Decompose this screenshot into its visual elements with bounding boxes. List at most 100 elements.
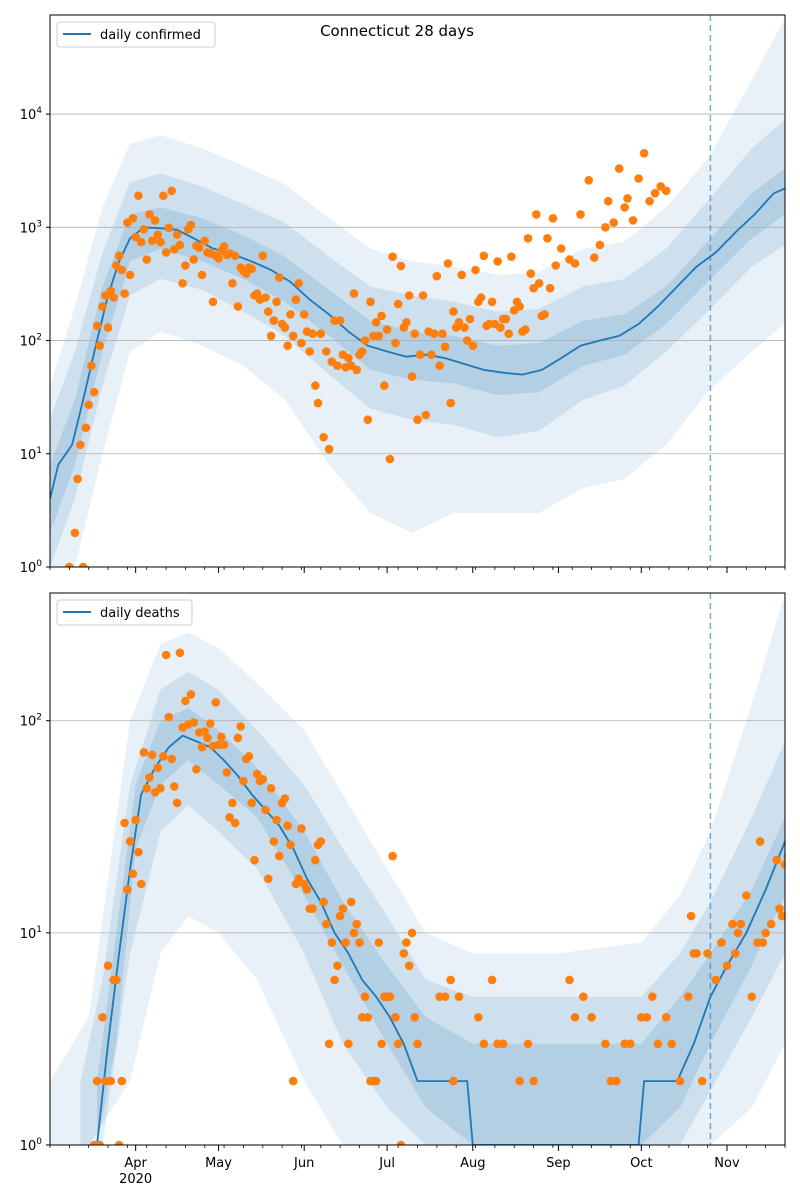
y-tick-base: 10	[20, 561, 37, 576]
data-point	[197, 270, 207, 280]
legend: daily deaths	[56, 599, 193, 626]
data-point	[393, 1039, 403, 1049]
x-tick-label: Jun	[293, 1156, 314, 1171]
data-point	[612, 1076, 621, 1086]
data-point	[236, 722, 245, 731]
data-point	[545, 283, 555, 293]
data-point	[407, 372, 417, 381]
y-tick-exponent: 1	[36, 446, 42, 456]
data-point	[172, 230, 182, 239]
data-point	[471, 265, 480, 275]
data-point	[352, 919, 362, 929]
data-point	[515, 302, 524, 311]
data-point	[291, 295, 301, 304]
data-point	[529, 1076, 538, 1086]
data-point	[703, 949, 712, 958]
data-point	[92, 1076, 102, 1086]
data-point	[261, 805, 270, 815]
data-point	[258, 251, 268, 261]
data-point	[150, 216, 160, 225]
data-point	[457, 270, 467, 280]
data-point	[76, 440, 85, 450]
data-point	[214, 254, 223, 263]
data-point	[230, 251, 240, 261]
data-point	[225, 813, 234, 822]
data-point	[468, 341, 478, 351]
median-line	[50, 187, 785, 500]
data-point	[402, 938, 411, 947]
data-point	[103, 323, 113, 332]
data-point	[286, 840, 295, 850]
data-point	[454, 992, 464, 1001]
data-point	[197, 742, 207, 752]
data-point	[322, 919, 331, 929]
data-point	[413, 415, 422, 425]
data-point	[642, 1013, 652, 1022]
data-point	[380, 381, 389, 390]
data-point	[233, 733, 243, 743]
legend-box	[56, 599, 193, 626]
data-point	[601, 223, 610, 232]
data-point	[432, 271, 442, 281]
data-point	[319, 432, 328, 442]
data-point	[521, 325, 530, 334]
data-point	[84, 400, 93, 410]
data-point	[523, 1039, 533, 1049]
data-point	[134, 847, 143, 857]
data-point	[330, 975, 339, 985]
data-point	[159, 191, 168, 200]
data-point	[357, 347, 367, 356]
data-point	[465, 314, 475, 324]
data-point	[112, 975, 121, 985]
data-point	[388, 252, 397, 261]
data-point	[775, 904, 784, 913]
y-tick-base: 10	[20, 221, 37, 236]
data-point	[446, 398, 456, 408]
data-point	[731, 949, 740, 958]
data-point	[675, 1076, 685, 1086]
data-point	[200, 236, 209, 246]
data-point	[164, 223, 174, 233]
data-point	[294, 279, 304, 288]
data-point	[125, 270, 135, 280]
data-point	[308, 904, 317, 913]
data-point	[280, 323, 290, 332]
data-point	[217, 732, 226, 742]
data-point	[377, 311, 386, 321]
data-point	[299, 310, 309, 319]
data-point	[156, 784, 165, 793]
data-point	[153, 763, 163, 773]
data-point	[109, 293, 118, 302]
data-point	[421, 410, 431, 420]
data-point	[106, 286, 116, 296]
data-point	[777, 911, 785, 921]
data-point	[106, 1076, 116, 1086]
data-point	[319, 897, 328, 907]
x-tick-sublabel: 2020	[119, 1172, 152, 1187]
data-point	[374, 331, 384, 341]
data-point	[264, 874, 273, 883]
data-point	[404, 961, 414, 970]
data-point	[308, 329, 317, 339]
data-point	[393, 299, 403, 309]
data-point	[728, 919, 737, 929]
data-point	[206, 719, 215, 728]
y-tick-base: 10	[20, 448, 37, 463]
data-point	[429, 329, 439, 339]
data-point	[349, 928, 359, 938]
data-point	[305, 347, 315, 356]
data-point	[543, 234, 552, 243]
data-point	[435, 361, 444, 371]
data-point	[711, 975, 721, 985]
data-point	[443, 259, 453, 268]
data-point	[474, 1013, 483, 1022]
data-point	[164, 712, 174, 722]
data-point	[333, 961, 342, 970]
data-point	[661, 1013, 671, 1022]
data-point	[346, 897, 356, 907]
y-tick-exponent: 0	[36, 559, 42, 569]
data-point	[233, 302, 243, 311]
data-point	[548, 214, 558, 223]
data-point	[338, 904, 348, 913]
legend-box	[56, 21, 216, 48]
